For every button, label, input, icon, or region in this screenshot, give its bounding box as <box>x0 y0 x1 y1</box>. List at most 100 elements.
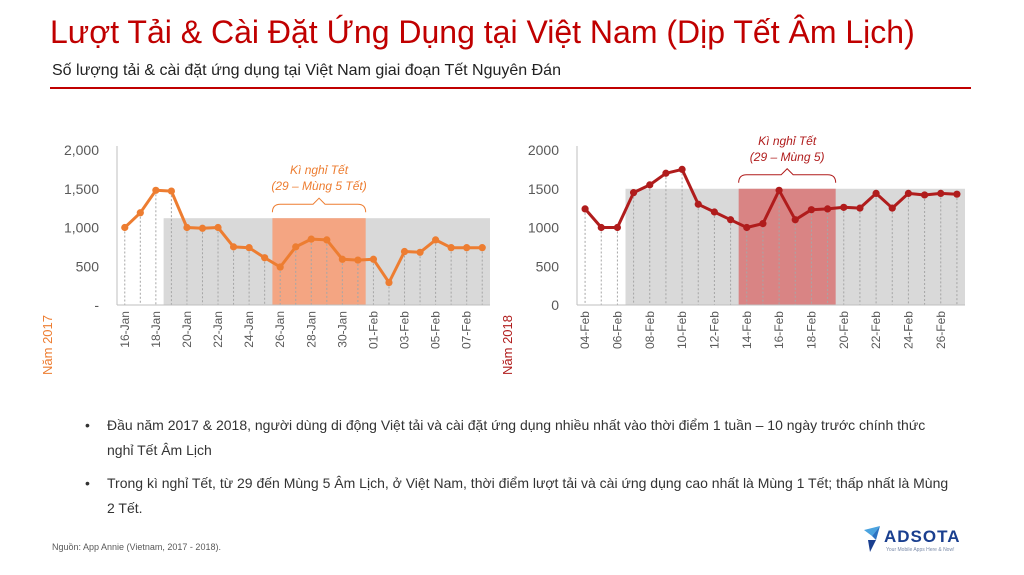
data-point <box>323 236 331 244</box>
source-note: Nguồn: App Annie (Vietnam, 2017 - 2018). <box>52 542 221 552</box>
bullet-icon: • <box>85 417 90 433</box>
x-tick-label: 22-Feb <box>869 311 883 349</box>
data-point <box>276 263 284 271</box>
data-point <box>229 243 238 251</box>
data-point <box>694 200 702 208</box>
header-divider <box>50 87 971 89</box>
x-tick-label: 24-Feb <box>901 311 915 349</box>
annotation-title: Kì nghỉ Tết <box>758 134 817 148</box>
y-tick-label: 1000 <box>528 220 559 236</box>
data-point <box>775 186 783 194</box>
data-point <box>888 204 896 212</box>
x-tick-label: 05-Feb <box>429 311 443 349</box>
data-point <box>292 243 300 251</box>
x-tick-label: 06-Feb <box>610 311 624 349</box>
data-point <box>245 244 253 252</box>
data-point <box>759 220 767 228</box>
data-point <box>937 189 945 197</box>
adsota-logo: ADSOTA Your Mobile Apps Here & Now! <box>862 522 992 558</box>
data-point <box>152 186 160 194</box>
x-tick-label: 20-Feb <box>837 311 851 349</box>
data-point <box>807 206 816 214</box>
data-point <box>646 181 654 189</box>
data-point <box>791 216 799 224</box>
x-tick-label: 24-Jan <box>242 311 256 348</box>
logo-tagline: Your Mobile Apps Here & Now! <box>886 547 955 553</box>
data-point <box>597 223 605 232</box>
x-tick-label: 22-Jan <box>211 311 225 348</box>
data-point <box>920 191 929 199</box>
data-point <box>121 223 129 232</box>
insight-note-text: Trong kì nghỉ Tết, từ 29 đến Mùng 5 Âm L… <box>107 475 949 516</box>
y-tick-label: 2000 <box>528 142 559 158</box>
data-point <box>581 205 589 213</box>
logo-icon <box>864 526 880 552</box>
data-point <box>136 209 144 217</box>
data-point <box>385 278 393 287</box>
x-tick-label: 30-Jan <box>335 311 349 348</box>
annotation-range: (29 – Mùng 5) <box>750 150 825 164</box>
data-point <box>743 223 751 232</box>
annotation-title: Kì nghỉ Tết <box>290 163 349 177</box>
insight-note: • Trong kì nghỉ Tết, từ 29 đến Mùng 5 Âm… <box>85 471 955 521</box>
holiday-band <box>272 218 366 305</box>
data-point <box>447 244 455 252</box>
y-tick-label: 500 <box>536 258 560 274</box>
slide-subtitle: Số lượng tải & cài đặt ứng dụng tại Việt… <box>52 62 561 79</box>
x-tick-label: 07-Feb <box>460 311 474 349</box>
data-point <box>904 189 913 197</box>
logo-text: ADSOTA <box>884 527 961 546</box>
chart-2018: 0 500 1000 1500 2000 04-Feb 06-Feb 08-Feb 10-Feb… <box>500 134 965 375</box>
x-tick-label: 03-Feb <box>398 311 412 349</box>
data-point <box>872 189 880 197</box>
data-point <box>416 248 424 256</box>
x-tick-label: 10-Feb <box>675 311 689 349</box>
x-tick-label: 16-Feb <box>772 311 786 349</box>
data-point <box>463 244 471 252</box>
x-tick-label: 20-Jan <box>180 311 194 348</box>
data-point <box>167 187 175 195</box>
x-tick-label: 26-Jan <box>273 311 287 348</box>
data-point <box>662 169 670 177</box>
insight-note: • Đầu năm 2017 & 2018, người dùng di độn… <box>85 413 955 463</box>
holiday-bracket <box>738 168 837 183</box>
data-point <box>307 235 315 243</box>
x-tick-label: 26-Feb <box>934 311 948 349</box>
x-tick-label: 01-Feb <box>366 311 380 349</box>
data-point <box>369 255 378 263</box>
x-tick-label: 18-Feb <box>804 311 818 349</box>
y-tick-label: 0 <box>551 297 559 313</box>
y-tick-label: 2,000 <box>64 142 99 158</box>
annotation-range: (29 – Mùng 5 Tết) <box>271 179 366 193</box>
y-tick-label: 500 <box>76 258 100 274</box>
chart-2017: - 500 1,000 1,500 2,000 16-Jan 18-Jan 20-Jan 22-… <box>40 142 490 375</box>
data-point <box>400 247 409 256</box>
data-point <box>613 223 622 232</box>
data-point <box>726 216 735 224</box>
x-tick-label: 14-Feb <box>740 311 754 349</box>
data-point <box>261 254 269 262</box>
y-tick-label: - <box>94 297 99 313</box>
data-point <box>198 224 207 232</box>
data-point <box>338 255 346 263</box>
data-point <box>354 256 362 264</box>
data-point <box>629 189 638 197</box>
x-tick-label: 16-Jan <box>118 311 132 348</box>
y-tick-label: 1,500 <box>64 181 99 197</box>
holiday-bracket <box>271 197 367 213</box>
data-point <box>953 190 961 198</box>
x-tick-label: 28-Jan <box>304 311 318 348</box>
insight-note-text: Đầu năm 2017 & 2018, người dùng di động … <box>107 417 926 458</box>
data-point <box>432 236 440 244</box>
x-tick-label: 18-Jan <box>149 311 163 348</box>
y-tick-label: 1500 <box>528 181 559 197</box>
data-point <box>183 223 191 232</box>
insight-notes: • Đầu năm 2017 & 2018, người dùng di độn… <box>85 413 955 529</box>
bullet-icon: • <box>85 475 90 491</box>
x-tick-label: 08-Feb <box>643 311 657 349</box>
y-axis-title: Năm 2018 <box>500 315 515 375</box>
x-tick-label: 04-Feb <box>578 311 592 349</box>
y-tick-label: 1,000 <box>64 220 99 236</box>
data-point <box>710 208 719 216</box>
data-point <box>856 204 864 212</box>
